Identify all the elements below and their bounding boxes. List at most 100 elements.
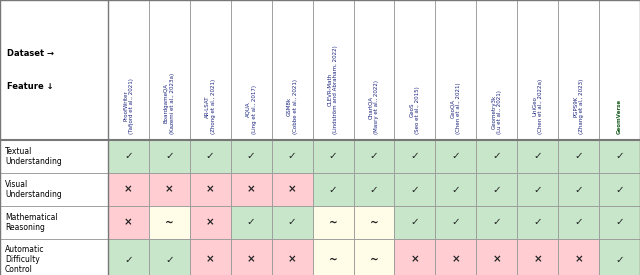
Bar bbox=[149, 0, 190, 140]
Text: ×: × bbox=[410, 254, 419, 265]
Text: ✓: ✓ bbox=[451, 185, 460, 194]
Text: ×: × bbox=[574, 254, 583, 265]
Bar bbox=[435, 140, 476, 173]
Bar bbox=[231, 206, 272, 239]
Bar bbox=[0, 239, 108, 275]
Bar bbox=[558, 239, 599, 275]
Text: ×: × bbox=[206, 185, 214, 194]
Text: GeoS
(Seo et al., 2015): GeoS (Seo et al., 2015) bbox=[410, 86, 420, 134]
Text: ✓: ✓ bbox=[492, 185, 501, 194]
Text: ×: × bbox=[451, 254, 460, 265]
Bar bbox=[190, 140, 231, 173]
Bar bbox=[272, 239, 312, 275]
Text: ×: × bbox=[124, 218, 133, 227]
Text: ~: ~ bbox=[329, 218, 337, 227]
Bar bbox=[312, 206, 353, 239]
Text: ✓: ✓ bbox=[615, 152, 624, 161]
Text: ×: × bbox=[288, 254, 296, 265]
Bar bbox=[599, 206, 640, 239]
Bar bbox=[190, 173, 231, 206]
Text: ✓: ✓ bbox=[370, 152, 378, 161]
Text: ×: × bbox=[165, 185, 173, 194]
Text: GeomVerse: GeomVerse bbox=[617, 99, 622, 134]
Text: ✓: ✓ bbox=[574, 218, 583, 227]
Bar bbox=[272, 0, 312, 140]
Bar bbox=[312, 239, 353, 275]
Bar bbox=[599, 173, 640, 206]
Text: ~: ~ bbox=[370, 218, 378, 227]
Text: Automatic
Difficulty
Control: Automatic Difficulty Control bbox=[5, 244, 45, 274]
Bar bbox=[517, 206, 558, 239]
Bar bbox=[0, 0, 640, 140]
Text: ✓: ✓ bbox=[615, 185, 624, 194]
Bar bbox=[312, 0, 353, 140]
Text: ✓: ✓ bbox=[451, 152, 460, 161]
Bar bbox=[353, 206, 394, 239]
Text: ×: × bbox=[206, 254, 214, 265]
Text: ×: × bbox=[247, 254, 255, 265]
Text: UniGeo
(Chen et al., 2022a): UniGeo (Chen et al., 2022a) bbox=[532, 79, 543, 134]
Bar bbox=[149, 140, 190, 173]
Text: ✓: ✓ bbox=[288, 152, 296, 161]
Bar bbox=[149, 239, 190, 275]
Bar bbox=[0, 0, 108, 140]
Text: ~: ~ bbox=[329, 254, 337, 265]
Text: GeoQA
(Chen et al., 2021): GeoQA (Chen et al., 2021) bbox=[451, 82, 461, 134]
Text: Geometry3k
(Lu et al., 2021): Geometry3k (Lu et al., 2021) bbox=[492, 90, 502, 134]
Text: Feature ↓: Feature ↓ bbox=[7, 82, 54, 91]
Text: ✓: ✓ bbox=[329, 185, 337, 194]
Bar bbox=[231, 0, 272, 140]
Text: ProofWriter
(Tafjord et al., 2021): ProofWriter (Tafjord et al., 2021) bbox=[123, 78, 134, 134]
Text: ×: × bbox=[492, 254, 501, 265]
Bar bbox=[231, 140, 272, 173]
Text: ✓: ✓ bbox=[451, 218, 460, 227]
Bar bbox=[435, 239, 476, 275]
Bar bbox=[108, 140, 149, 173]
Bar bbox=[353, 0, 394, 140]
Bar bbox=[599, 0, 640, 140]
Bar bbox=[108, 206, 149, 239]
Text: BoardgameQA
(Kazemi et al., 2023a): BoardgameQA (Kazemi et al., 2023a) bbox=[164, 73, 175, 134]
Text: ✓: ✓ bbox=[206, 152, 214, 161]
Bar bbox=[476, 173, 517, 206]
Bar bbox=[272, 140, 312, 173]
Bar bbox=[272, 173, 312, 206]
Bar bbox=[599, 140, 640, 173]
Bar bbox=[149, 206, 190, 239]
Bar bbox=[517, 0, 558, 140]
Bar bbox=[108, 173, 149, 206]
Text: ✓: ✓ bbox=[492, 152, 501, 161]
Bar bbox=[517, 140, 558, 173]
Bar bbox=[394, 239, 435, 275]
Text: ×: × bbox=[288, 185, 296, 194]
Bar bbox=[476, 0, 517, 140]
Text: Textual
Understanding: Textual Understanding bbox=[5, 147, 61, 166]
Text: ✓: ✓ bbox=[615, 254, 624, 265]
Bar bbox=[0, 140, 108, 173]
Text: ✓: ✓ bbox=[124, 152, 133, 161]
Text: ~: ~ bbox=[165, 218, 173, 227]
Text: ✓: ✓ bbox=[410, 152, 419, 161]
Bar bbox=[0, 206, 108, 239]
Bar bbox=[558, 206, 599, 239]
Text: PGPS9K
(Zhang et al., 2023): PGPS9K (Zhang et al., 2023) bbox=[573, 79, 584, 134]
Bar bbox=[231, 239, 272, 275]
Bar bbox=[517, 239, 558, 275]
Text: ChartQA
(Masry et al., 2022): ChartQA (Masry et al., 2022) bbox=[369, 80, 380, 134]
Text: AQUA
(Ling et al., 2017): AQUA (Ling et al., 2017) bbox=[246, 85, 257, 134]
Bar bbox=[435, 206, 476, 239]
Bar bbox=[476, 140, 517, 173]
Text: ~: ~ bbox=[370, 254, 378, 265]
Bar bbox=[435, 173, 476, 206]
Bar bbox=[190, 0, 231, 140]
Bar bbox=[312, 173, 353, 206]
Text: ✓: ✓ bbox=[165, 152, 173, 161]
Text: ✓: ✓ bbox=[574, 185, 583, 194]
Bar bbox=[231, 173, 272, 206]
Bar bbox=[190, 239, 231, 275]
Text: ×: × bbox=[533, 254, 542, 265]
Text: ✓: ✓ bbox=[574, 152, 583, 161]
Text: AR-LSAT
(Zhong et al., 2021): AR-LSAT (Zhong et al., 2021) bbox=[205, 79, 216, 134]
Bar bbox=[558, 173, 599, 206]
Bar bbox=[476, 206, 517, 239]
